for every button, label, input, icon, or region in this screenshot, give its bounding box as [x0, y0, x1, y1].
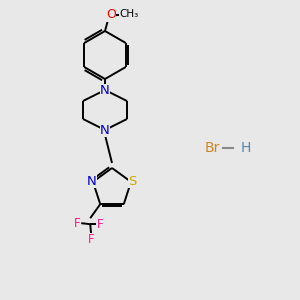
- Text: F: F: [88, 233, 94, 246]
- Text: CH₃: CH₃: [119, 9, 139, 19]
- Text: F: F: [74, 217, 81, 230]
- Text: N: N: [100, 124, 110, 136]
- Text: N: N: [100, 83, 110, 97]
- Text: S: S: [128, 175, 136, 188]
- Text: N: N: [87, 175, 97, 188]
- Text: F: F: [97, 218, 104, 231]
- Text: O: O: [106, 8, 116, 22]
- Text: H: H: [241, 141, 251, 155]
- Text: Br: Br: [205, 141, 220, 155]
